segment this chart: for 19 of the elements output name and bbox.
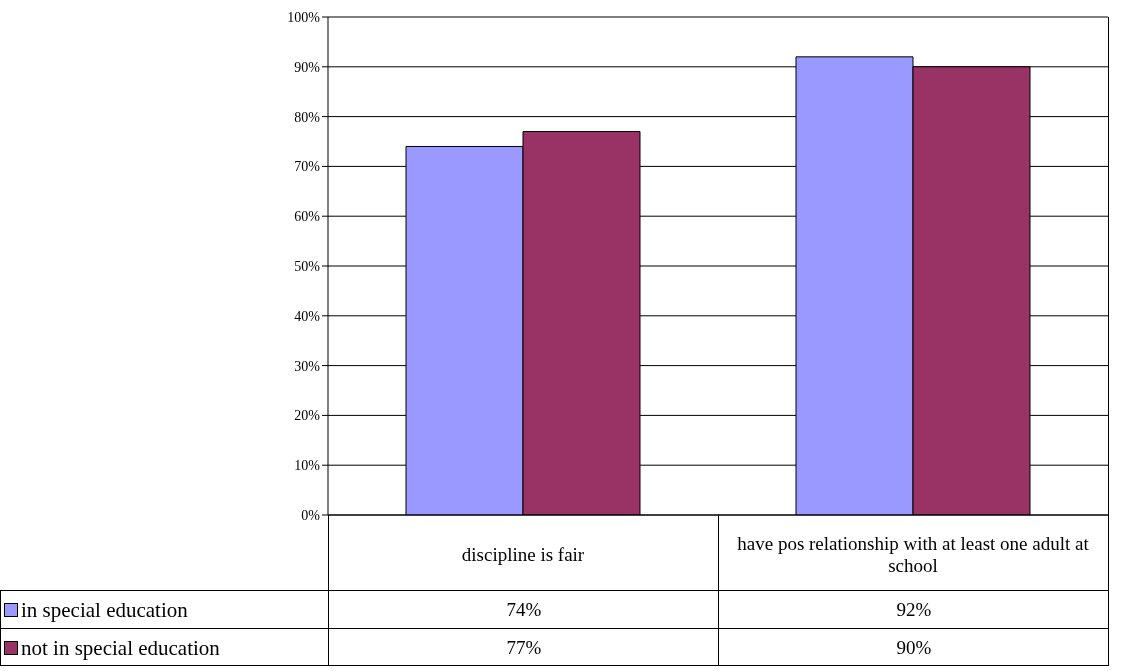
data-label: 77%: [505, 636, 543, 660]
data-label: 90%: [895, 636, 933, 660]
y-tick-label: 0%: [301, 507, 321, 523]
legend-label: in special education: [21, 597, 188, 623]
y-tick-label: 40%: [294, 308, 321, 324]
y-tick-label: 70%: [294, 159, 321, 175]
y-tick-label: 90%: [294, 59, 321, 75]
y-tick-label: 10%: [294, 458, 321, 474]
y-tick-label: 60%: [294, 209, 321, 225]
y-tick-label: 30%: [294, 358, 321, 374]
y-tick-label: 100%: [287, 9, 321, 25]
x-tick-label: discipline is fair: [460, 542, 586, 567]
data-label: 92%: [895, 598, 933, 622]
x-tick-label: have pos relationship with at least one adult at school: [736, 531, 1090, 578]
data-label: 74%: [505, 598, 543, 622]
y-tick-label: 20%: [294, 408, 321, 424]
legend-label: not in special education: [21, 635, 220, 661]
y-tick-label: 50%: [294, 258, 321, 274]
y-tick-label: 80%: [294, 109, 321, 125]
